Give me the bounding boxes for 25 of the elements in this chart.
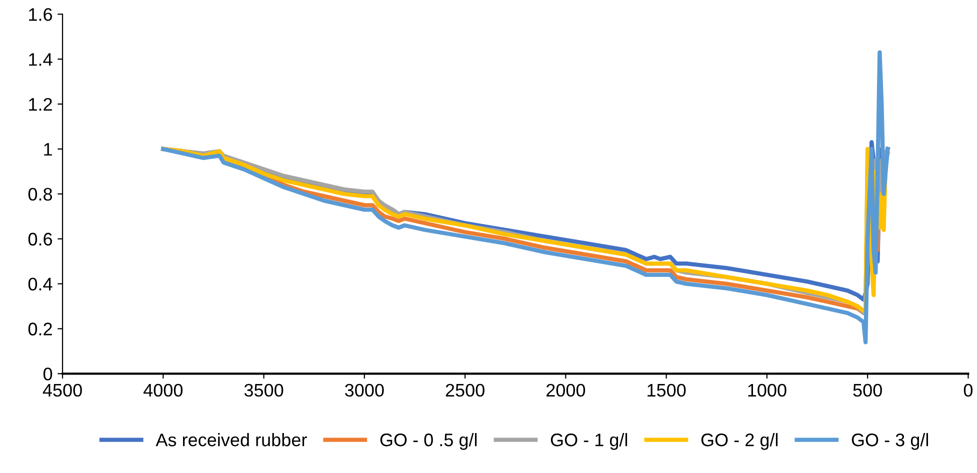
y-tick-label: 0.6 (28, 232, 52, 246)
legend-label: GO - 0 .5 g/l (380, 433, 477, 450)
y-tick-label: 0 (43, 368, 52, 380)
x-tick-label: 2500 (446, 384, 484, 397)
x-tick-label: 3000 (345, 384, 384, 397)
legend-label: GO - 2 g/l (701, 433, 778, 450)
y-tick-label: 0.4 (28, 278, 52, 291)
y-tick-label: 1.2 (29, 98, 52, 111)
x-tick-label: 4500 (42, 384, 82, 397)
x-tick-label: 2000 (546, 384, 586, 397)
x-tick-label: 500 (853, 384, 882, 397)
x-tick-label: 4000 (143, 384, 183, 397)
x-tick-label: 0 (964, 384, 973, 397)
x-tick-label: 1000 (748, 384, 786, 397)
legend-label: GO - 1 g/l (550, 433, 628, 450)
line-series (161, 50, 890, 344)
y-tick-label: 1.4 (29, 53, 52, 66)
legend-label: GO - 3 g/l (852, 433, 928, 450)
y-tick-label: 0.2 (28, 322, 52, 336)
x-tick-label: 3500 (244, 384, 284, 397)
y-tick-label: 0.8 (28, 188, 52, 201)
y-tick-label: 1.6 (29, 8, 52, 21)
legend-label: As received rubber (156, 433, 307, 446)
y-tick-label: 1 (44, 143, 52, 156)
x-tick-label: 1500 (648, 384, 686, 397)
